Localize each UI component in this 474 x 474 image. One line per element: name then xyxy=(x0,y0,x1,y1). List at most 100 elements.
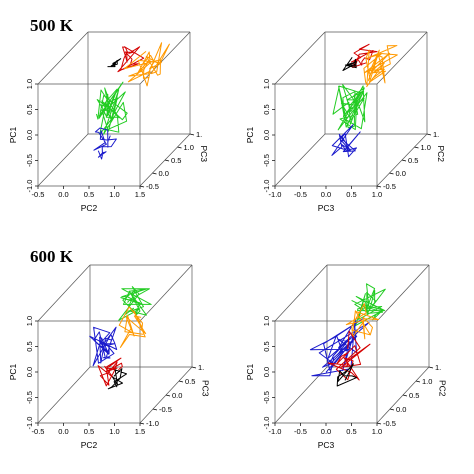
box-edge xyxy=(274,264,328,322)
x-axis-label: PC3 xyxy=(318,440,335,450)
z-tick xyxy=(189,133,195,136)
z-tick-label: 0.5 xyxy=(171,156,181,165)
x-tick-label: 0.5 xyxy=(346,427,356,436)
trajectory-series-1 xyxy=(363,45,398,88)
y-tick-label: 0.5 xyxy=(25,341,34,351)
plot-500k-right: -1.0 -0.5 0.0 0.5 1.0PC3-1.0-0.50.00.51.0PC1… xyxy=(245,31,446,213)
z-tick-label: 0.5 xyxy=(185,377,195,386)
y-tick-label: 0.0 xyxy=(262,130,271,140)
z-tick xyxy=(152,408,158,411)
y-tick-label: -0.5 xyxy=(262,391,271,404)
y-tick-label: -0.5 xyxy=(25,154,34,167)
box-edge xyxy=(37,366,91,424)
x-tick-label: 0.0 xyxy=(321,427,331,436)
box-edge xyxy=(274,133,326,187)
trajectory-series-1 xyxy=(118,306,147,348)
trajectory-series-3 xyxy=(327,330,371,381)
z-tick xyxy=(414,146,419,149)
trajectory-series-2 xyxy=(89,326,118,367)
z-tick xyxy=(376,422,382,425)
x-tick-label: -1.0 xyxy=(269,427,282,436)
x-tick-label: 1.0 xyxy=(109,190,119,199)
z-tick-label: 0.0 xyxy=(396,405,406,414)
section-title-500k: 500 K xyxy=(30,16,73,35)
z-tick xyxy=(376,185,382,188)
trajectory-series-4 xyxy=(342,57,358,71)
x-tick-label: 0.0 xyxy=(58,427,68,436)
trajectory-series-4 xyxy=(336,363,358,387)
y-axis-label: PC1 xyxy=(8,363,18,380)
x-tick-label: -1.0 xyxy=(269,190,282,199)
z-axis-label: PC3 xyxy=(200,380,210,397)
z-tick-label: 1. xyxy=(196,130,202,139)
z-tick xyxy=(139,185,145,188)
y-tick-label: -1.0 xyxy=(25,180,34,193)
x-tick-label: 1.5 xyxy=(135,427,145,436)
z-tick-label: 1. xyxy=(435,363,441,372)
x-tick-label: -0.5 xyxy=(294,190,307,199)
z-tick xyxy=(428,366,434,369)
z-tick xyxy=(164,159,170,162)
trajectory-series-2 xyxy=(345,303,380,340)
y-tick-label: 1.0 xyxy=(25,316,34,326)
z-tick-label: -0.5 xyxy=(159,405,172,414)
x-axis-label: PC2 xyxy=(81,440,98,450)
z-tick xyxy=(177,146,182,149)
section-title-600k: 600 K xyxy=(30,247,73,266)
x-tick-label: 1.0 xyxy=(372,190,382,199)
y-tick-label: -0.5 xyxy=(25,391,34,404)
trajectory-series-3 xyxy=(93,127,117,160)
z-tick xyxy=(389,408,395,411)
z-tick-label: 1.0 xyxy=(421,143,431,152)
plot-500k-left: -0.5 0.0 0.5 1.0 1.5PC2-1.0-0.50.00.51.0PC1-… xyxy=(8,31,209,213)
y-axis-label: PC1 xyxy=(8,126,18,143)
z-tick xyxy=(191,366,197,369)
x-tick-label: -0.5 xyxy=(32,427,45,436)
z-tick-label: -1.0 xyxy=(146,419,159,428)
z-tick xyxy=(165,394,171,397)
y-tick-label: 1.0 xyxy=(262,316,271,326)
y-tick-label: 1.0 xyxy=(262,79,271,89)
trajectory-series-2 xyxy=(96,81,128,135)
z-tick xyxy=(415,380,421,383)
plot-600k-right: -1.0 -0.5 0.0 0.5 1.0PC3-1.0-0.50.00.51.0PC1… xyxy=(245,264,447,450)
trajectory-series-4 xyxy=(107,58,122,68)
y-tick-label: -1.0 xyxy=(262,417,271,430)
trajectory-series-3 xyxy=(331,124,361,158)
x-axis-label: PC2 xyxy=(81,203,98,213)
z-tick-label: 0.5 xyxy=(408,156,418,165)
trajectory-series-0 xyxy=(118,286,152,321)
y-tick-label: -0.5 xyxy=(262,154,271,167)
z-axis-label: PC3 xyxy=(199,145,209,162)
z-tick-label: 1.0 xyxy=(422,377,432,386)
z-tick-label: 0.0 xyxy=(172,391,182,400)
z-tick-label: 1. xyxy=(433,130,439,139)
y-tick-label: 0.0 xyxy=(25,130,34,140)
z-tick xyxy=(139,422,145,425)
z-tick xyxy=(178,380,184,383)
plot-600k-left: -0.5 0.0 0.5 1.0 1.5PC2-1.0-0.50.00.51.0PC1-… xyxy=(8,264,210,450)
y-tick-label: 0.5 xyxy=(25,104,34,114)
trajectory-series-2 xyxy=(332,84,368,131)
z-tick xyxy=(426,133,432,136)
z-axis-label: PC2 xyxy=(437,380,447,397)
box-edge xyxy=(37,133,89,187)
z-tick-label: -0.5 xyxy=(383,182,396,191)
x-tick-label: 0.5 xyxy=(84,427,94,436)
x-tick-label: 0.0 xyxy=(321,190,331,199)
x-tick-label: 1.0 xyxy=(109,427,119,436)
x-axis-label: PC3 xyxy=(318,203,335,213)
box-edge xyxy=(274,31,326,85)
trajectory-series-3 xyxy=(97,357,123,387)
z-tick-label: 0.5 xyxy=(409,391,419,400)
x-tick-label: 1.0 xyxy=(372,427,382,436)
z-tick-label: 1. xyxy=(198,363,204,372)
y-tick-label: 0.5 xyxy=(262,341,271,351)
y-tick-label: 0.5 xyxy=(262,104,271,114)
trajectory-series-0 xyxy=(117,46,145,73)
z-tick xyxy=(401,159,407,162)
trajectory-series-4 xyxy=(107,368,127,390)
y-tick-label: -1.0 xyxy=(262,180,271,193)
box-edge xyxy=(274,366,328,424)
z-tick-label: -0.5 xyxy=(146,182,159,191)
